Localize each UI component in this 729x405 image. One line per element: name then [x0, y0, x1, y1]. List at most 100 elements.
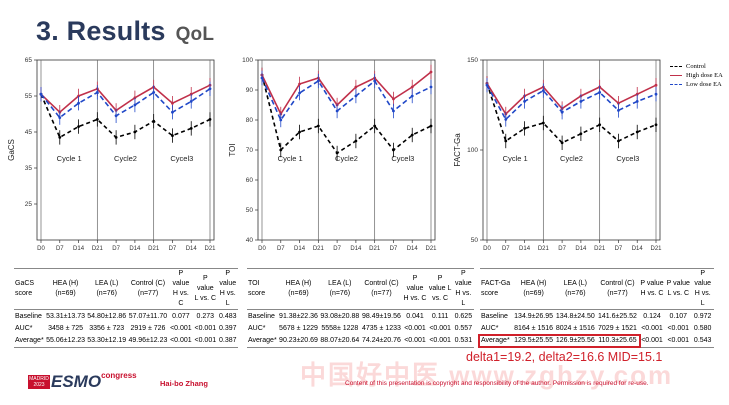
table-cell: 49.96±12.23 — [127, 334, 169, 348]
data-point-control — [523, 127, 526, 130]
data-point-low-dose-ea — [152, 91, 156, 94]
table-cell: Baseline — [248, 312, 275, 320]
x-tick-label: D21 — [204, 246, 216, 252]
table-cell: 93.08±20.88 — [320, 312, 360, 320]
y-tick-label: 90 — [246, 87, 254, 94]
x-tick-label: D0 — [483, 246, 491, 252]
y-tick-label: 70 — [246, 147, 254, 154]
y-tick-label: 45 — [25, 129, 33, 136]
x-tick-label: D7 — [112, 246, 120, 252]
copyright-disclaimer: Content of this presentation is copyrigh… — [345, 380, 649, 387]
data-point-low-dose-ea — [654, 92, 658, 96]
table-header-row: FACT-Ga score HEA (H) (n=69) LEA (L) (n=76… — [480, 268, 714, 310]
data-point-control — [373, 124, 377, 128]
table-header-cell: P value H vs. L — [691, 268, 714, 310]
data-point-low-dose-ea — [316, 79, 320, 83]
table-cell: 55.06±12.23 — [44, 334, 87, 348]
data-point-control — [410, 133, 414, 137]
table-cell: <0.001 — [404, 324, 426, 332]
toi-line-chart: Cycle 1 Cycle2 Cycel3 40 50 60 70 80 90 100 TOI D0 D… — [228, 57, 437, 252]
table-row: Baseline 134.9±26.95 134.8±24.50 141.6±25.5… — [480, 310, 714, 323]
table-cell: 91.38±22.36 — [279, 312, 318, 320]
data-point-control — [504, 139, 508, 143]
table-header-cell: GaCS score — [14, 268, 45, 310]
table-cell: 3356 ± 723 — [89, 324, 125, 332]
cycle-label-2: Cycle2 — [335, 154, 358, 163]
data-point-high-dose-ea — [410, 85, 414, 89]
x-tick-label: D14 — [407, 246, 419, 252]
data-point-high-dose-ea — [189, 92, 193, 96]
table-row: Average* 55.06±12.23 53.30±12.19 49.96±12.2… — [14, 334, 238, 348]
data-point-low-dose-ea — [354, 94, 358, 98]
data-point-low-dose-ea — [635, 100, 639, 103]
gacs-stats-table: GaCS score HEA (H) (n=69) LEA (L) (n=76) Co… — [14, 268, 238, 348]
table-header-cell: LEA (L) (n=76) — [554, 268, 597, 310]
y-tick-label: 100 — [467, 147, 478, 154]
y-tick-label: 40 — [246, 237, 254, 244]
x-tick-label: D14 — [129, 246, 141, 252]
table-cell: 53.30±12.19 — [86, 334, 128, 348]
table-cell: 0.387 — [217, 334, 238, 348]
table-cell: 0.111 — [431, 312, 449, 320]
table-cell: 74.24±20.76 — [360, 334, 403, 348]
cycle-label-3: Cycel3 — [170, 154, 193, 163]
factga-line-chart: Cycle 1 Cycle2 Cycel3 50 100 150 FACT-Ga D0 D7 D1… — [453, 57, 662, 252]
table-cell: <0.001 — [193, 334, 218, 348]
x-tick-label: D7 — [277, 246, 285, 252]
data-point-control — [316, 124, 320, 128]
x-tick-label: D21 — [538, 246, 550, 252]
data-point-control — [335, 151, 339, 155]
data-point-control — [654, 123, 658, 127]
data-point-control — [354, 139, 358, 143]
x-tick-label: D14 — [632, 246, 644, 252]
table-cell: <0.001 — [427, 334, 453, 348]
table-cell: 0.273 — [196, 312, 215, 320]
data-point-control — [429, 124, 433, 128]
data-point-low-dose-ea — [560, 110, 564, 114]
table-header-row: GaCS score HEA (H) (n=69) LEA (L) (n=76) Co… — [14, 268, 238, 310]
table-cell: <0.001 — [665, 334, 692, 348]
data-point-low-dose-ea — [114, 114, 118, 118]
table-cell: 3458 ± 725 — [48, 324, 84, 332]
table-header-cell: P value H vs. C — [168, 268, 194, 310]
series-line-control — [40, 93, 211, 139]
table-cell: 5558± 1228 — [321, 324, 359, 332]
table-cell: 0.625 — [454, 312, 473, 320]
y-tick-label: 55 — [25, 93, 33, 100]
x-tick-label: D7 — [390, 246, 398, 252]
series-line-control — [486, 83, 657, 144]
data-point-control — [392, 148, 395, 152]
table-cell: Average* — [247, 334, 278, 348]
table-cell: 126.9±25.56 — [554, 334, 597, 348]
x-tick-label: D7 — [502, 246, 510, 252]
data-point-high-dose-ea — [617, 101, 620, 105]
x-tick-label: D7 — [169, 246, 177, 252]
table-cell: 0.124 — [643, 312, 661, 320]
esmo-logo: MADRID 2023 ESMO congress — [28, 371, 137, 392]
table-cell: 0.557 — [454, 324, 473, 332]
table-cell: Average* — [480, 334, 513, 348]
table-header-cell: P value L vs. C — [665, 268, 692, 310]
table-cell: <0.001 — [429, 324, 451, 332]
data-point-control — [114, 136, 118, 139]
table-cell: 7029 ± 1521 — [598, 324, 637, 332]
data-point-control — [279, 148, 283, 152]
table-cell: 0.580 — [693, 324, 712, 332]
data-point-control — [58, 136, 62, 139]
data-point-high-dose-ea — [133, 96, 137, 100]
x-tick-label: D14 — [575, 246, 587, 252]
cycle-label-3: Cycel3 — [391, 154, 414, 163]
y-axis-label: TOI — [228, 143, 237, 156]
table-header-cell: P value L vs. C — [427, 268, 453, 310]
data-point-low-dose-ea — [504, 118, 508, 121]
table-cell: Baseline — [481, 312, 508, 320]
table-cell: 0.041 — [406, 312, 424, 320]
data-point-low-dose-ea — [298, 91, 301, 95]
data-point-low-dose-ea — [77, 101, 80, 105]
data-point-control — [152, 119, 156, 123]
table-cell: <0.001 — [667, 324, 690, 332]
table-cell: <0.001 — [170, 324, 192, 332]
x-tick-label: D0 — [37, 246, 45, 252]
table-row: AUC* 3458 ± 725 3356 ± 723 2919 ± 726 <0.001… — [14, 322, 238, 335]
data-point-low-dose-ea — [95, 91, 99, 94]
